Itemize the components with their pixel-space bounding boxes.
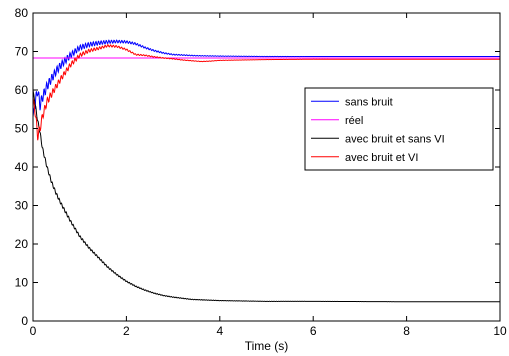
axis-ticks: 0 2 4 6 8 10 0 10 20 30 40 50 60 70 80 <box>15 6 507 338</box>
x-tick-label: 8 <box>403 324 410 338</box>
y-tick-label: 0 <box>21 314 28 328</box>
legend-label: avec bruit et sans VI <box>345 133 445 145</box>
legend-label: réel <box>345 115 363 127</box>
series-line-4 <box>32 44 500 141</box>
x-tick-label: 10 <box>493 324 507 338</box>
y-tick-label: 10 <box>15 276 29 290</box>
legend-label: sans bruit <box>345 96 393 108</box>
y-tick-label: 60 <box>15 83 29 97</box>
legend: sans bruit réel avec bruit et sans VI avec … <box>304 87 494 171</box>
x-tick-label: 4 <box>216 324 223 338</box>
series-line-3 <box>32 89 500 303</box>
y-tick-label: 70 <box>15 45 29 59</box>
y-tick-label: 30 <box>15 199 29 213</box>
y-tick-label: 50 <box>15 122 29 136</box>
y-tick-label: 20 <box>15 237 29 251</box>
x-tick-label: 6 <box>310 324 317 338</box>
y-tick-label: 40 <box>15 160 29 174</box>
x-tick-label: 0 <box>30 324 37 338</box>
plot-lines <box>32 39 501 303</box>
series-line-1 <box>32 39 501 118</box>
legend-label: avec bruit et VI <box>345 152 418 164</box>
x-tick-label: 2 <box>123 324 130 338</box>
x-axis-label: Time (s) <box>245 339 289 353</box>
y-tick-label: 80 <box>15 6 29 20</box>
